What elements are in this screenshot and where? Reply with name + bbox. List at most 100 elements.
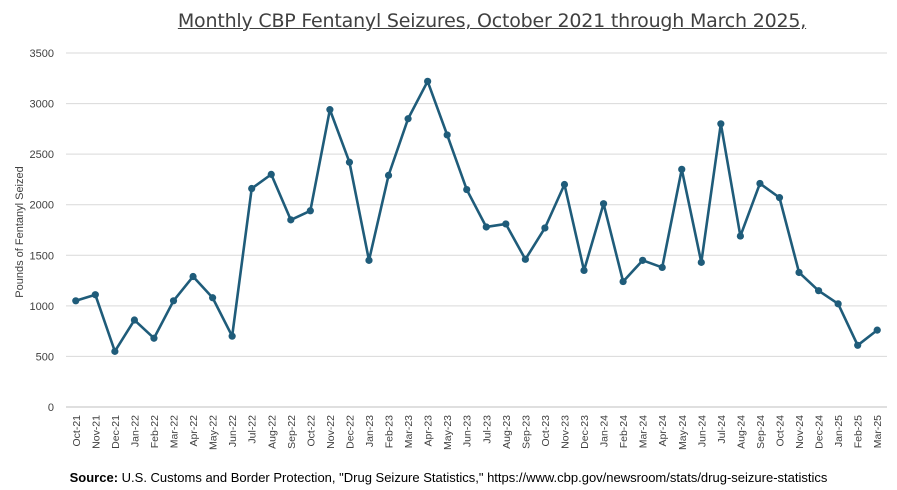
data-point	[384, 171, 393, 179]
data-point	[658, 263, 666, 272]
y-tick-label: 1500	[30, 250, 54, 262]
data-point	[873, 326, 881, 334]
data-point	[795, 268, 803, 277]
data-point	[697, 258, 705, 266]
x-tick-label: May-23	[442, 415, 454, 450]
data-points	[72, 77, 881, 355]
x-tick-label: Feb-25	[853, 415, 865, 448]
data-point	[345, 158, 354, 166]
data-point	[521, 255, 529, 263]
x-tick-label: Nov-21	[90, 415, 102, 449]
data-point	[443, 131, 451, 139]
line-chart: 0 500 1000 1500 2000 2500 3000 3500 Oct-21 Nov-2…	[14, 48, 887, 450]
data-point	[678, 165, 686, 173]
data-point	[756, 179, 764, 188]
x-tick-label: Sep-22	[286, 415, 298, 449]
x-tick-label: Apr-23	[423, 415, 435, 447]
x-tick-label: Apr-24	[657, 415, 669, 447]
data-point	[365, 256, 373, 264]
x-tick-label: Oct-23	[540, 415, 552, 447]
y-tick-label: 0	[48, 402, 54, 414]
x-tick-label: Jan-23	[364, 415, 376, 447]
data-point	[130, 316, 139, 324]
data-point	[228, 332, 236, 340]
x-tick-label: Nov-23	[559, 415, 571, 449]
data-point	[404, 115, 412, 123]
data-point	[502, 220, 510, 228]
data-point	[72, 297, 80, 305]
x-tick-label: Dec-23	[579, 415, 591, 449]
x-tick-label: Jul-22	[247, 415, 259, 444]
x-tick-label: Sep-24	[755, 415, 767, 449]
y-tick-label: 1000	[30, 301, 54, 313]
data-point	[599, 200, 608, 208]
y-tick-label: 500	[36, 351, 54, 363]
x-tick-label: Jan-22	[129, 415, 141, 447]
series-line	[75, 80, 879, 353]
x-tick-label: Apr-22	[188, 415, 200, 447]
x-tick-label: Jul-24	[716, 415, 728, 444]
x-tick-label: Jun-22	[227, 415, 239, 447]
x-tick-label: Aug-24	[735, 415, 747, 449]
data-point	[150, 334, 158, 342]
x-tick-label: May-24	[677, 415, 689, 450]
x-tick-label: Oct-21	[71, 415, 83, 447]
data-point	[717, 120, 725, 128]
x-tick-label: Mar-23	[403, 415, 415, 448]
x-tick-label: Mar-24	[638, 415, 650, 448]
y-tick-label: 2000	[30, 200, 54, 212]
x-tick-label: Nov-24	[794, 415, 806, 449]
data-point	[248, 184, 256, 193]
x-tick-label: Oct-24	[774, 415, 786, 447]
x-tick-label: Dec-22	[344, 415, 356, 449]
data-point	[91, 291, 99, 299]
y-axis-label: Pounds of Fentanyl Seized	[14, 166, 26, 297]
x-tick-label: Sep-23	[520, 415, 532, 449]
data-point	[814, 287, 823, 295]
x-tick-label: Aug-22	[266, 415, 278, 449]
x-tick-label: Mar-25	[872, 415, 884, 448]
data-point	[463, 185, 471, 194]
x-tick-label: Jun-23	[462, 415, 474, 447]
data-point	[639, 256, 647, 264]
data-point	[834, 300, 842, 308]
data-point	[189, 272, 197, 281]
data-point	[169, 297, 178, 305]
x-tick-label: Feb-23	[384, 415, 396, 448]
source-label: Source:	[69, 470, 119, 485]
y-tick-labels: 0 500 1000 1500 2000 2500 3000 3500	[30, 48, 54, 414]
x-tick-label: Aug-23	[501, 415, 513, 449]
x-tick-label: Dec-21	[110, 415, 122, 449]
data-point	[306, 207, 314, 215]
x-tick-label: Feb-22	[149, 415, 161, 448]
chart-title: Monthly CBP Fentanyl Seizures, October 2…	[177, 10, 807, 32]
data-point	[287, 216, 295, 224]
data-point	[209, 294, 217, 302]
data-point	[541, 224, 549, 232]
x-tick-label: Oct-22	[305, 415, 317, 447]
data-point	[775, 194, 784, 202]
x-tick-labels: Oct-21 Nov-21 Dec-21 Jan-22 Feb-22 Mar-22 Apr-…	[71, 415, 884, 450]
x-tick-label: May-22	[208, 415, 220, 450]
source-text: U.S. Customs and Border Protection, "Dru…	[118, 470, 828, 485]
x-tick-label: Jan-25	[833, 415, 845, 447]
y-tick-label: 3000	[30, 99, 54, 111]
x-tick-label: Jul-23	[481, 415, 493, 444]
gridlines	[66, 52, 887, 408]
data-point	[619, 277, 627, 286]
data-point	[736, 232, 744, 240]
x-tick-label: Jun-24	[696, 415, 708, 447]
data-point	[111, 347, 119, 355]
data-point	[267, 170, 275, 178]
x-tick-label: Jan-24	[599, 415, 611, 447]
x-tick-label: Mar-22	[169, 415, 181, 448]
y-tick-label: 2500	[30, 149, 54, 161]
x-tick-label: Nov-22	[325, 415, 337, 449]
data-point	[424, 77, 432, 85]
data-point	[560, 180, 569, 189]
data-point	[854, 341, 862, 349]
y-tick-label: 3500	[30, 48, 54, 60]
data-point	[326, 106, 334, 114]
x-tick-label: Dec-24	[814, 415, 826, 449]
x-tick-label: Feb-24	[618, 415, 630, 448]
